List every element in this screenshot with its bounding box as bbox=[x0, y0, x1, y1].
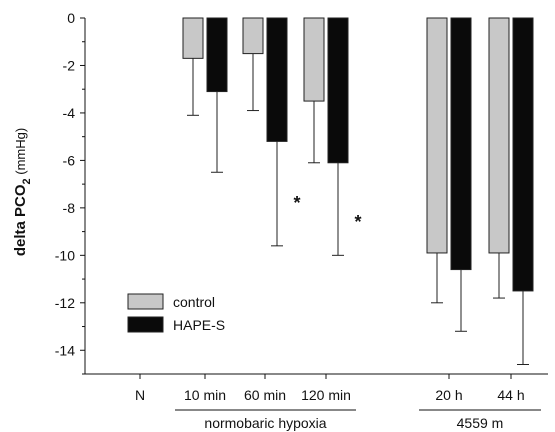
y-tick-label: -2 bbox=[63, 57, 76, 73]
x-tick-label: 20 h bbox=[435, 387, 462, 403]
significance-star: * bbox=[293, 193, 300, 213]
y-tick-label: -4 bbox=[63, 105, 76, 121]
legend-swatch bbox=[127, 293, 164, 310]
bar-control bbox=[242, 17, 264, 55]
bar-control bbox=[303, 17, 325, 102]
y-tick-label: 0 bbox=[67, 10, 75, 26]
legend-swatch bbox=[127, 316, 164, 333]
bar-hape-s bbox=[327, 17, 349, 164]
x-tick-label: 10 min bbox=[184, 387, 226, 403]
x-tick-label: 60 min bbox=[244, 387, 286, 403]
significance-star: * bbox=[354, 212, 361, 232]
y-tick-label: -12 bbox=[55, 295, 75, 311]
bar-hape-s bbox=[266, 17, 288, 142]
bar-hape-s bbox=[450, 17, 472, 271]
y-axis-label: delta PCO2 (mmHg) bbox=[12, 128, 33, 256]
x-tick-label: 44 h bbox=[497, 387, 524, 403]
y-tick-label: -8 bbox=[63, 200, 76, 216]
y-axis-label-main: delta PCO bbox=[12, 184, 29, 256]
x-tick-label: 120 min bbox=[301, 387, 351, 403]
y-axis-label-unit: (mmHg) bbox=[13, 128, 28, 179]
group-label: 4559 m bbox=[457, 415, 504, 431]
group-label: normobaric hypoxia bbox=[204, 415, 326, 431]
bar-control bbox=[182, 17, 204, 59]
bar-control bbox=[488, 17, 510, 254]
y-tick-label: -14 bbox=[55, 342, 75, 358]
y-axis-label-subscript: 2 bbox=[21, 178, 33, 184]
y-tick-label: -10 bbox=[55, 247, 75, 263]
plot-area: 0 -2 -4 -6 -8 -10 -12 -14 N 10 min 60 min 120 min 20… bbox=[55, 10, 548, 431]
bar-hape-s bbox=[512, 17, 534, 292]
bar-control bbox=[426, 17, 448, 254]
legend-label: HAPE-S bbox=[173, 317, 225, 333]
bar-hape-s bbox=[206, 17, 228, 93]
x-tick-label: N bbox=[135, 387, 145, 403]
y-tick-label: -6 bbox=[63, 152, 76, 168]
legend-label: control bbox=[173, 294, 215, 310]
